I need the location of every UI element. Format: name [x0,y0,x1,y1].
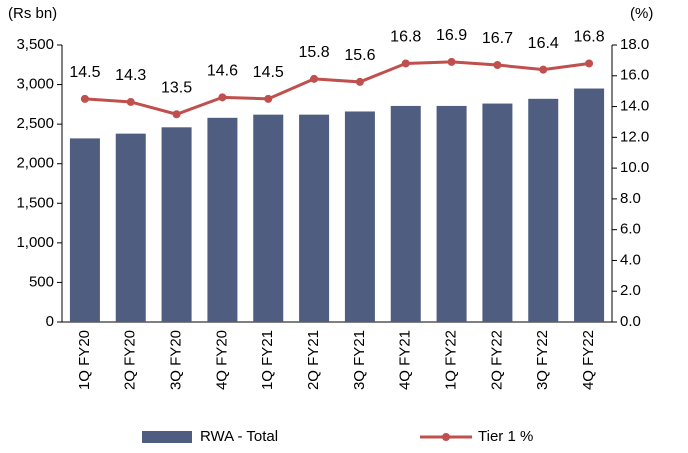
bar [207,117,238,322]
x-tick-label: 2Q FY20 [122,330,139,390]
y2-tick-label: 14.0 [620,98,649,115]
bar [482,103,513,323]
y-tick-label: 3,500 [16,36,54,53]
data-label: 15.8 [299,44,330,61]
line-marker [355,77,364,86]
x-tick-label: 4Q FY20 [213,330,230,390]
x-tick-label: 3Q FY22 [534,330,551,390]
data-label: 13.5 [161,79,192,96]
y2-tick-label: 12.0 [620,128,649,145]
y2-tick-label: 18.0 [620,36,649,53]
x-tick-label: 2Q FY22 [488,330,505,390]
data-label: 14.3 [115,67,146,84]
x-tick-label: 1Q FY22 [443,330,460,390]
y-axis-label: (Rs bn) [8,5,57,22]
y-tick-label: 2,000 [16,155,54,172]
x-tick-label: 1Q FY21 [259,330,276,390]
bar [528,98,559,323]
line-marker [539,65,548,74]
y-tick-label: 2,500 [16,115,54,132]
bar [161,127,192,323]
line-marker [80,94,89,103]
x-tick-label: 4Q FY22 [580,330,597,390]
data-label: 14.5 [69,64,100,81]
y2-tick-label: 6.0 [620,221,641,238]
line-marker [218,93,227,102]
legend-label: Tier 1 % [478,428,533,445]
y2-tick-label: 2.0 [620,282,641,299]
y2-tick-label: 16.0 [620,67,649,84]
data-label: 16.4 [528,35,559,52]
y2-tick-label: 0.0 [620,313,641,330]
data-label: 16.9 [436,27,467,44]
data-label: 15.6 [344,47,375,64]
y-tick-label: 3,000 [16,76,54,93]
y2-tick-label: 8.0 [620,190,641,207]
y2-axis-label: (%) [630,5,653,22]
x-tick-label: 1Q FY20 [76,330,93,390]
y-tick-label: 1,000 [16,234,54,251]
line-marker [585,59,594,68]
y-tick-label: 0 [46,313,54,330]
line-marker [447,57,456,66]
line [84,60,590,116]
y-tick-label: 1,500 [16,194,54,211]
y2-tick-label: 4.0 [620,251,641,268]
bar [253,114,284,322]
line-marker [264,94,273,103]
x-tick-label: 2Q FY21 [305,330,322,390]
bar [574,88,605,323]
line-marker [126,97,135,106]
data-label: 14.5 [253,64,284,81]
bar [436,105,467,322]
bar [69,138,100,322]
bar [344,111,375,322]
bar [390,105,421,322]
legend-marker [442,433,450,441]
data-label: 16.8 [574,29,605,46]
line-marker [493,61,502,70]
bar [115,133,146,322]
x-tick-label: 4Q FY21 [397,330,414,390]
legend-label: RWA - Total [200,428,278,445]
x-tick-label: 3Q FY20 [168,330,185,390]
y-tick-label: 500 [29,273,54,290]
data-label: 16.8 [390,29,421,46]
legend-swatch [142,431,192,443]
data-label: 14.6 [207,63,238,80]
line-marker [401,59,410,68]
line-marker [172,110,181,119]
data-label: 16.7 [482,30,513,47]
x-tick-label: 3Q FY21 [351,330,368,390]
bar [299,114,330,322]
line-marker [310,74,319,83]
y2-tick-label: 10.0 [620,159,649,176]
